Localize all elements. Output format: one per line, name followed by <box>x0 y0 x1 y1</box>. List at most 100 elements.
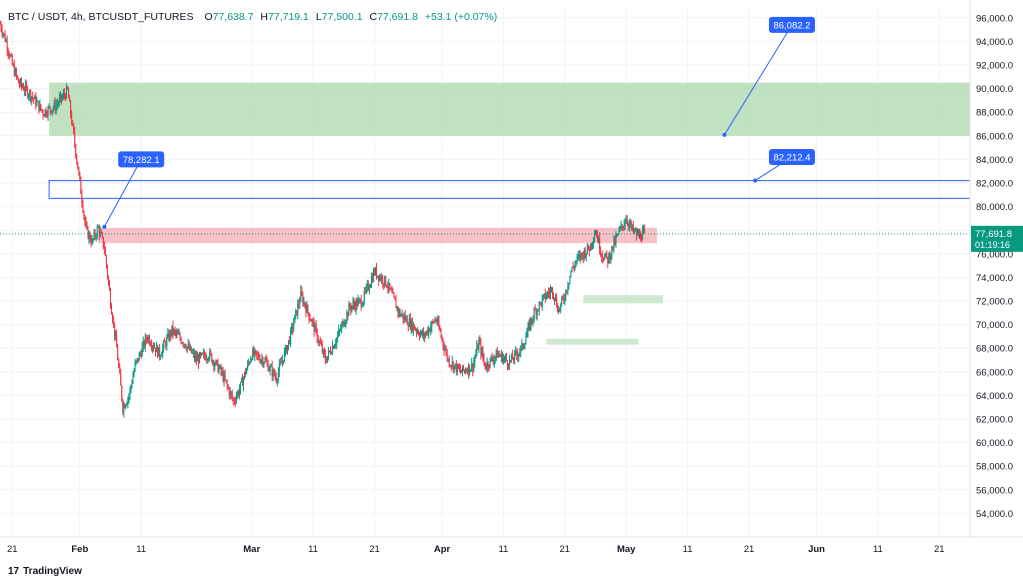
x-tick-label: 11 <box>308 544 318 555</box>
candle-body <box>230 391 232 395</box>
candle-body <box>410 320 412 329</box>
candle-body <box>537 309 539 311</box>
candle-body <box>48 106 50 108</box>
x-tick-label: 21 <box>560 544 571 555</box>
candle-body <box>172 325 174 334</box>
candle-body <box>549 290 551 294</box>
last-price-badge[interactable] <box>971 225 1023 252</box>
candle-body <box>165 342 167 347</box>
callout-82212-anchor[interactable] <box>753 178 758 183</box>
candle-body <box>113 321 115 323</box>
candle-body <box>386 285 388 288</box>
candle-body <box>254 350 256 356</box>
candle-body <box>581 252 583 255</box>
candle-body <box>641 239 643 241</box>
candle-body <box>174 329 176 332</box>
candle-body <box>472 363 474 371</box>
candle-body <box>622 226 624 228</box>
candle-body <box>635 229 637 236</box>
candle-body <box>312 320 314 322</box>
candle-body <box>609 253 611 260</box>
candle-body <box>272 369 274 377</box>
candle-body <box>253 349 255 356</box>
candle-body <box>23 87 25 91</box>
candle-body <box>296 310 298 316</box>
callout-82212-label: 82,212.4 <box>773 153 810 164</box>
tradingview-logo[interactable]: 17 TradingView <box>8 566 82 577</box>
y-tick-label: 76,000.0 <box>976 249 1013 260</box>
candle-body <box>299 301 301 305</box>
candle-body <box>199 353 201 364</box>
x-tick-label: 21 <box>934 544 945 555</box>
close-value: 77,691.8 <box>377 11 418 23</box>
callout-78282-anchor[interactable] <box>102 224 107 229</box>
candle-body <box>584 250 586 258</box>
candle-body <box>99 231 101 235</box>
candle-body <box>591 242 593 246</box>
candle-body <box>546 292 548 297</box>
candle-body <box>162 347 164 355</box>
candle-body <box>484 361 486 369</box>
candle-body <box>331 353 333 355</box>
candle-body <box>456 364 458 372</box>
candle-body <box>595 232 597 236</box>
tradingview-icon: 17 <box>8 566 20 577</box>
candle-body <box>357 300 359 307</box>
candle-body <box>455 363 457 372</box>
candle-body <box>522 343 524 348</box>
candle-body <box>347 312 349 316</box>
callout-86082-leader <box>724 24 793 136</box>
candle-body <box>134 362 136 371</box>
candle-body <box>267 363 269 371</box>
candle-body <box>341 324 343 330</box>
green-demand-zone-upper[interactable] <box>583 295 664 304</box>
candle-body <box>589 243 591 251</box>
candle-body <box>475 354 477 359</box>
symbol-label[interactable]: BTC / USDT, 4h, BTCUSDT_FUTURES <box>8 11 194 23</box>
candle-body <box>235 396 237 402</box>
y-tick-label: 60,000.0 <box>976 438 1013 449</box>
candle-body <box>95 236 97 238</box>
candle-body <box>526 333 528 338</box>
candle-body <box>239 381 241 390</box>
candle-body <box>140 353 142 357</box>
callout-82212-box[interactable] <box>768 149 815 166</box>
candle-body <box>25 84 27 92</box>
candle-body <box>238 389 240 395</box>
candle-body <box>400 314 402 316</box>
candle-body <box>26 84 28 88</box>
candle-body <box>96 227 98 237</box>
candle-body <box>46 114 48 116</box>
y-tick-label: 90,000.0 <box>976 84 1013 95</box>
green-supply-zone[interactable] <box>49 82 971 136</box>
x-tick-label: May <box>617 544 636 555</box>
candle-body <box>274 375 276 378</box>
candle-body <box>384 276 386 285</box>
candle-body <box>570 271 572 276</box>
candle-body <box>466 370 468 372</box>
candle-body <box>288 340 290 346</box>
candle-body <box>334 345 336 349</box>
candle-body <box>414 329 416 331</box>
candle-body <box>381 276 383 281</box>
candle-body <box>84 216 86 223</box>
green-demand-zone-lower[interactable] <box>546 338 639 345</box>
candle-body <box>233 400 235 402</box>
callout-78282-box[interactable] <box>118 151 165 168</box>
candle-body <box>260 360 262 363</box>
candle-body <box>564 299 566 301</box>
candle-body <box>41 109 43 111</box>
candle-body <box>333 345 335 349</box>
candle-body <box>350 307 352 310</box>
candle-body <box>454 363 456 365</box>
candle-body <box>3 33 5 35</box>
candle-body <box>11 55 13 65</box>
red-resistance-zone[interactable] <box>98 227 657 244</box>
candle-body <box>492 360 494 363</box>
candle-body <box>498 354 500 356</box>
callout-86082-box[interactable] <box>768 16 815 33</box>
callout-86082-anchor[interactable] <box>722 132 727 137</box>
candle-body <box>249 362 251 364</box>
candle-body <box>355 300 357 310</box>
